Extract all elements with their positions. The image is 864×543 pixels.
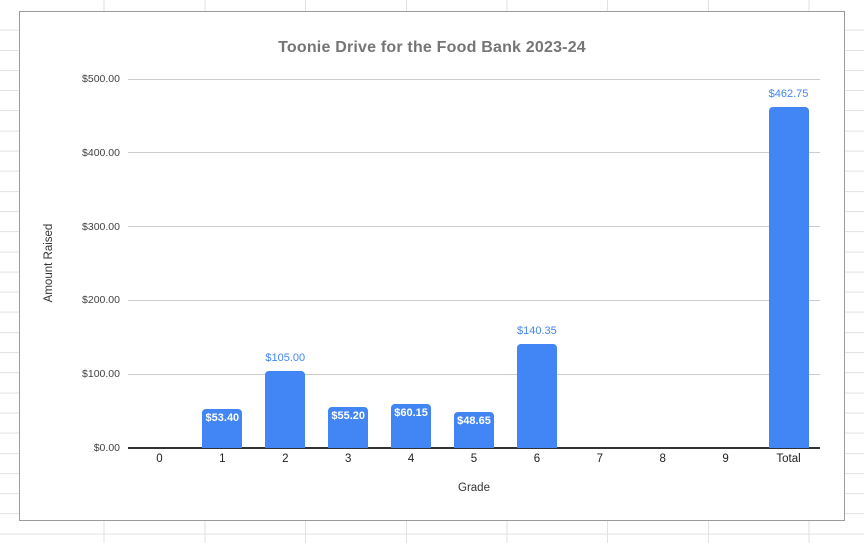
y-axis-tick-label: $0.00 <box>93 442 120 454</box>
x-axis-tick-label: 4 <box>407 453 415 465</box>
bar-value-label: $53.40 <box>205 411 240 424</box>
bar-grade-4[interactable] <box>391 403 432 448</box>
x-axis-tick-label: 5 <box>470 453 478 465</box>
bar-value-label: $105.00 <box>265 351 306 364</box>
y-axis-tick-label: $100.00 <box>82 368 120 381</box>
bar-value-label: $462.75 <box>768 87 809 100</box>
x-axis-tick-label: 0 <box>156 453 163 465</box>
bar-value-label: $55.20 <box>331 410 365 423</box>
chart-title: Toonie Drive for the Food Bank 2023-24 <box>278 39 586 56</box>
bar-grade-2[interactable] <box>265 370 306 448</box>
x-axis-tick-label: 3 <box>344 453 352 465</box>
y-gridline <box>128 226 820 228</box>
x-axis-tick-label: 8 <box>659 453 666 465</box>
x-axis-tick-label: 1 <box>219 453 226 465</box>
x-axis-tick-label: 7 <box>596 453 604 465</box>
x-axis-line <box>128 447 820 449</box>
bar-value-label: $48.65 <box>457 415 491 428</box>
bar-value-label: $140.35 <box>517 325 557 338</box>
x-axis-tick-label: 6 <box>533 453 541 465</box>
bar-value-label: $60.15 <box>394 406 428 419</box>
x-axis-title: Grade <box>458 482 490 494</box>
bar-grade-6[interactable] <box>516 344 557 448</box>
bar-grade-3[interactable] <box>328 407 369 448</box>
chart-object[interactable]: Toonie Drive for the Food Bank 2023-24 A… <box>19 11 845 521</box>
y-gridline <box>128 78 820 80</box>
x-axis-tick-label: 2 <box>282 453 289 465</box>
y-axis-tick-label: $300.00 <box>82 220 120 233</box>
y-axis-tick-label: $400.00 <box>82 146 120 159</box>
bar-grade-Total[interactable] <box>768 106 809 448</box>
y-axis-tick-label: $500.00 <box>82 73 120 86</box>
y-axis-title: Amount Raised <box>43 223 55 303</box>
y-gridline <box>128 152 820 154</box>
bar-grade-1[interactable] <box>202 408 243 448</box>
x-axis-tick-label: 9 <box>722 453 729 465</box>
y-gridline <box>128 299 820 301</box>
x-axis-tick-label: Total <box>776 453 801 465</box>
y-gridline <box>128 373 820 375</box>
y-axis-tick-label: $200.00 <box>82 294 120 307</box>
bar-grade-5[interactable] <box>454 412 494 448</box>
